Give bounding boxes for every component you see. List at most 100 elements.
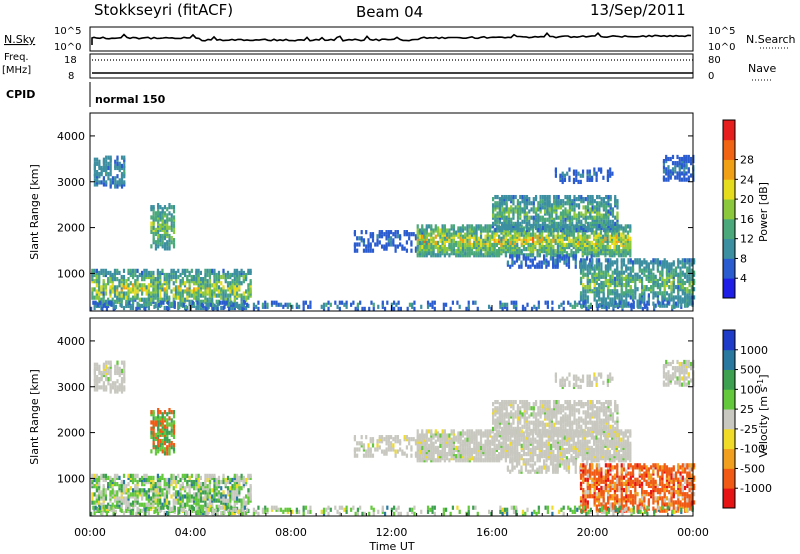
velocity-cell [190, 508, 193, 514]
power-cell [161, 233, 164, 239]
velocity-cell [93, 362, 96, 367]
velocity-cell [396, 435, 399, 440]
power-cell [670, 287, 673, 292]
power-cell [515, 254, 519, 259]
velocity-cell [172, 434, 176, 439]
power-cell [582, 213, 585, 218]
power-cell [689, 156, 693, 162]
velocity-cell [179, 496, 182, 501]
power-cell [588, 258, 592, 263]
power-cell [102, 165, 106, 171]
velocity-cell [168, 438, 171, 444]
power-cell [629, 270, 632, 275]
power-cell [477, 224, 480, 229]
power-cell [683, 280, 687, 286]
power-cell [204, 295, 207, 300]
power-cell [450, 238, 453, 243]
power-cell [531, 228, 535, 233]
power-cell [571, 221, 574, 226]
velocity-cell [233, 473, 236, 478]
velocity-cell [98, 500, 101, 505]
velocity-cell [432, 441, 435, 446]
power-cell [467, 304, 470, 309]
power-cell [503, 194, 506, 200]
power-cell [336, 304, 339, 309]
power-cell [540, 264, 543, 269]
power-cell [168, 225, 171, 230]
velocity-cell [231, 490, 234, 495]
velocity-cell [206, 484, 209, 489]
velocity-cell [107, 482, 110, 487]
power-cell [309, 300, 312, 305]
power-cell [528, 219, 531, 224]
power-cell [670, 280, 673, 286]
power-cell [589, 199, 592, 204]
velocity-cell [365, 435, 368, 440]
power-cell [582, 303, 585, 308]
power-cell [683, 272, 687, 277]
velocity-cell [369, 453, 372, 458]
power-cell [593, 268, 596, 273]
power-cell [577, 203, 581, 208]
power-cell [598, 211, 601, 216]
power-cell [157, 233, 160, 239]
power-cell [190, 289, 193, 294]
power-cell [597, 167, 600, 172]
power-cell [677, 301, 680, 306]
power-cell [116, 285, 119, 290]
power-cell [662, 175, 666, 180]
power-cell [363, 306, 366, 311]
power-cell [564, 201, 567, 206]
power-cell [320, 304, 323, 309]
power-cell [602, 203, 606, 208]
power-cell [145, 285, 148, 290]
power-cell [668, 272, 671, 277]
power-cell [622, 282, 626, 288]
power-cell [468, 224, 471, 229]
power-cell [131, 305, 135, 311]
power-cell [216, 302, 219, 307]
power-cell [486, 242, 489, 248]
velocity-cell [226, 486, 230, 491]
velocity-cell [410, 453, 413, 458]
power-cell [589, 302, 592, 307]
power-cell [638, 258, 641, 263]
power-cell [672, 260, 675, 265]
power-cell [495, 249, 498, 254]
velocity-cell [188, 488, 191, 493]
power-cell [193, 287, 196, 292]
velocity-cell [143, 502, 146, 507]
velocity-cell [202, 482, 205, 487]
velocity-cell [109, 482, 112, 487]
power-cell [576, 302, 579, 307]
velocity-cell [102, 370, 106, 376]
power-cell [522, 254, 525, 259]
velocity-cell [197, 502, 200, 507]
power-cell [563, 230, 566, 235]
velocity-cell [122, 510, 126, 516]
velocity-cell [104, 496, 108, 501]
power-cell [492, 209, 495, 214]
power-cell [546, 223, 549, 229]
power-cell [450, 224, 453, 229]
velocity-cell [172, 443, 176, 448]
velocity-cell [181, 498, 184, 503]
power-cell [141, 287, 144, 292]
power-cell [581, 169, 585, 174]
power-cell [441, 228, 444, 233]
velocity-cell [177, 500, 180, 505]
power-cell [229, 297, 232, 302]
velocity-cell [157, 407, 160, 413]
power-cell [586, 201, 590, 206]
power-cell [559, 225, 563, 231]
velocity-cell [161, 445, 164, 450]
power-cell [498, 197, 501, 202]
power-cell [513, 260, 516, 265]
power-cell [473, 236, 476, 241]
power-cell [403, 246, 406, 251]
power-cell [150, 229, 153, 234]
power-cell [362, 238, 366, 243]
power-cell [559, 205, 563, 210]
power-cell [372, 306, 375, 311]
velocity-cell [358, 441, 361, 446]
